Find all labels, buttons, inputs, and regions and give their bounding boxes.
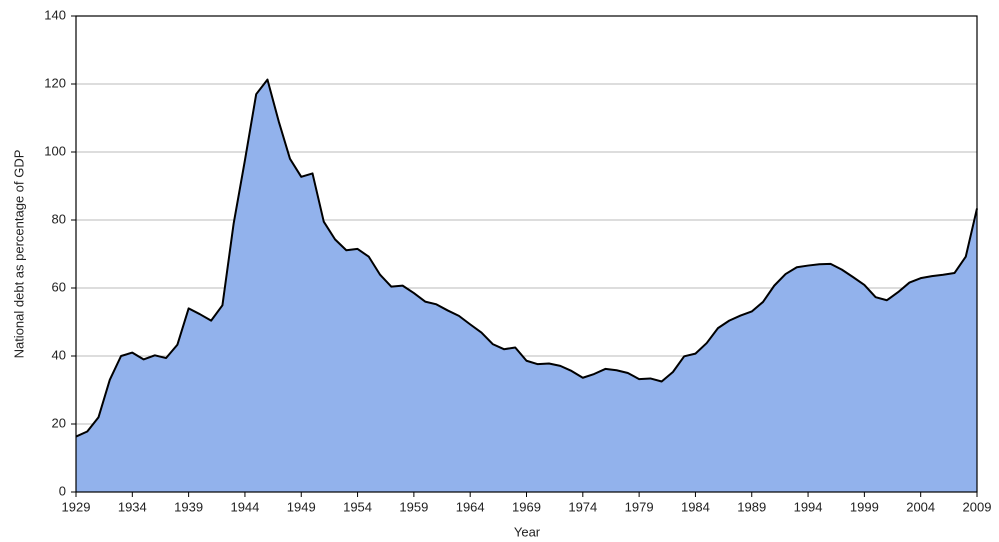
x-tick-label: 1989 <box>737 499 766 514</box>
x-tick-label: 1954 <box>343 499 372 514</box>
plot-frame <box>75 15 978 493</box>
y-tick-label: 0 <box>59 483 66 498</box>
y-tick-label: 20 <box>52 415 66 430</box>
x-tick-label: 1964 <box>456 499 485 514</box>
x-tick-label: 1959 <box>399 499 428 514</box>
x-tick-label: 1979 <box>625 499 654 514</box>
x-tick-label: 2009 <box>963 499 992 514</box>
y-tick-label: 40 <box>52 347 66 362</box>
x-tick-label: 1984 <box>681 499 710 514</box>
y-axis-label: National debt as percentage of GDP <box>11 150 26 359</box>
x-tick-label: 2004 <box>906 499 935 514</box>
y-tick-label: 60 <box>52 279 66 294</box>
x-tick-label: 1974 <box>568 499 597 514</box>
x-tick-label: 1999 <box>850 499 879 514</box>
x-tick-label: 1929 <box>62 499 91 514</box>
x-tick-label: 1949 <box>287 499 316 514</box>
x-axis-label: Year <box>514 524 541 539</box>
y-tick-label: 100 <box>44 143 66 158</box>
x-tick-label: 1994 <box>794 499 823 514</box>
x-tick-label: 1944 <box>230 499 259 514</box>
y-tick-label: 140 <box>44 7 66 22</box>
y-tick-label: 80 <box>52 211 66 226</box>
x-tick-label: 1969 <box>512 499 541 514</box>
x-tick-label: 1939 <box>174 499 203 514</box>
line <box>75 78 978 438</box>
x-tick-label: 1934 <box>118 499 147 514</box>
y-tick-label: 120 <box>44 75 66 90</box>
area <box>76 79 977 492</box>
